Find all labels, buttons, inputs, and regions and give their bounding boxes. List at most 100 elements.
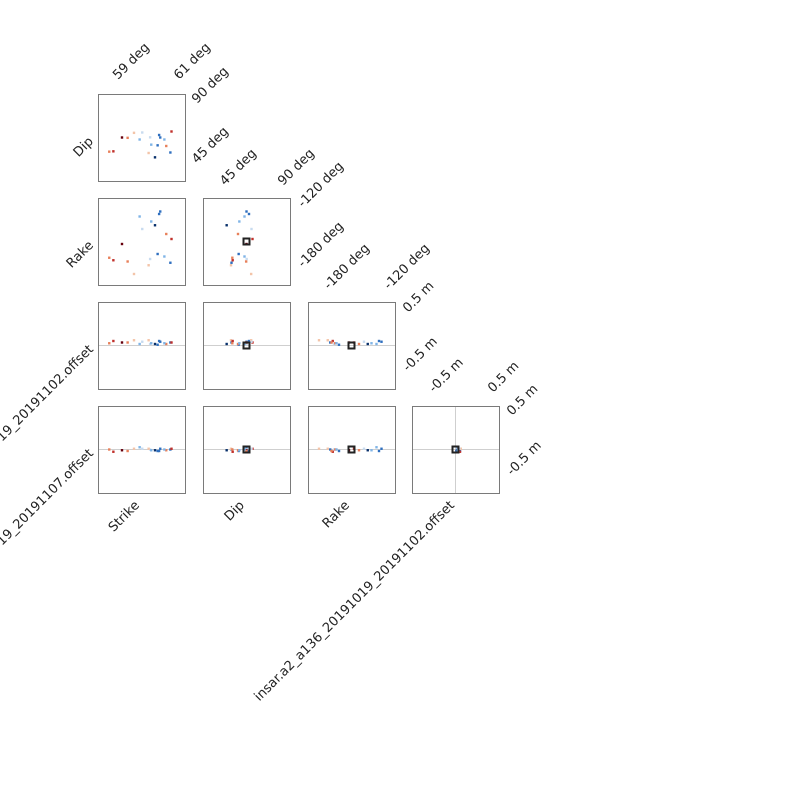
sample-point	[326, 339, 329, 342]
best-fit-marker	[451, 445, 460, 454]
panel-insar-a2-a136-20191019-20191107-offset-vs-strike	[98, 406, 186, 494]
sample-point	[231, 342, 234, 345]
sample-point	[331, 339, 334, 343]
sample-point	[169, 261, 172, 264]
sample-point	[150, 449, 153, 452]
panel-frame	[98, 94, 186, 182]
panel-frame	[98, 198, 186, 286]
sample-point	[229, 264, 233, 267]
sample-point	[148, 257, 152, 261]
offset-a-col-tick-max: 0.5 m	[485, 359, 522, 396]
best-fit-marker	[242, 341, 251, 350]
column-label-offset-a: insar.a2_a136_20191019_20191102.offset	[252, 498, 458, 704]
sample-point	[317, 447, 321, 450]
best-fit-marker	[347, 445, 356, 454]
sample-point	[112, 450, 115, 453]
sample-point	[157, 212, 161, 216]
sample-point	[243, 215, 246, 218]
panel-insar-a2-a136-20191019-20191107-offset-vs-insar-a2-a136-20191019-20191102-offset	[412, 406, 500, 494]
best-fit-marker	[242, 445, 251, 454]
rake-tick-min: -180 deg	[321, 241, 373, 293]
sample-point	[163, 342, 166, 345]
panel-insar-a2-a136-20191019-20191107-offset-vs-rake	[308, 406, 396, 494]
sample-point	[120, 242, 124, 246]
sample-point	[108, 342, 111, 345]
sample-point	[238, 342, 241, 345]
panel-frame	[203, 198, 291, 286]
best-fit-marker	[347, 341, 356, 350]
sample-point	[238, 449, 241, 452]
sample-point	[331, 450, 334, 453]
sample-point	[163, 448, 166, 451]
column-label-rake: Rake	[320, 498, 353, 531]
sample-point	[236, 342, 240, 346]
sample-point	[108, 448, 111, 451]
strike-tick-max: 61 deg	[171, 40, 214, 83]
sample-point	[150, 342, 153, 345]
sample-point	[377, 339, 381, 343]
sample-point	[159, 447, 162, 450]
panel-insar-a2-a136-20191019-20191102-offset-vs-strike	[98, 302, 186, 390]
sample-point	[126, 449, 129, 453]
sample-point	[126, 136, 129, 140]
sample-point	[317, 339, 321, 342]
sample-point	[247, 339, 251, 343]
sample-point	[159, 340, 162, 343]
sample-point	[163, 255, 166, 258]
sample-point	[329, 341, 332, 344]
sample-point	[112, 339, 115, 343]
sample-point	[335, 448, 338, 451]
sample-point	[231, 259, 234, 262]
dip-row-tick-min: 45 deg	[189, 124, 232, 167]
sample-point	[362, 447, 366, 450]
sample-point	[156, 449, 159, 453]
sample-point	[225, 224, 228, 227]
panel-insar-a2-a136-20191019-20191107-offset-vs-dip	[203, 406, 291, 494]
sample-point	[337, 343, 341, 346]
sample-point	[126, 260, 129, 263]
sample-point	[138, 446, 141, 449]
sample-point	[229, 447, 233, 450]
sample-point	[236, 449, 240, 452]
sample-point	[108, 150, 111, 153]
sample-point	[112, 150, 115, 153]
sample-point	[329, 448, 332, 451]
panel-grid	[98, 94, 500, 494]
sample-point	[380, 340, 383, 343]
offset-a-row-tick-min: -0.5 m	[400, 334, 440, 374]
sample-point	[229, 339, 233, 342]
strike-tick-min: 59 deg	[110, 40, 153, 83]
sample-point	[153, 342, 157, 346]
sample-point	[170, 447, 173, 450]
sample-point	[249, 272, 253, 276]
sample-point	[156, 252, 159, 256]
panel-insar-a2-a136-20191019-20191102-offset-vs-rake	[308, 302, 396, 390]
offset-b-row-tick-min: -0.5 m	[504, 438, 544, 478]
sample-point	[153, 449, 157, 452]
sample-point	[250, 227, 253, 231]
sample-point	[370, 342, 373, 345]
sample-point	[458, 450, 462, 453]
sample-point	[357, 449, 361, 452]
sample-point	[132, 447, 136, 450]
offset-a-row-tick-max: 0.5 m	[400, 279, 437, 316]
sample-point	[377, 449, 381, 453]
offset-a-col-tick-min: -0.5 m	[426, 355, 466, 395]
sample-point	[375, 446, 378, 449]
sample-point	[231, 256, 234, 259]
column-label-dip: Dip	[222, 498, 248, 524]
sample-point	[231, 448, 234, 451]
sample-point	[375, 342, 378, 346]
sample-point	[138, 342, 141, 346]
sample-point	[126, 341, 129, 344]
sample-point	[159, 136, 162, 139]
sample-point	[120, 341, 124, 344]
sample-point	[148, 136, 152, 139]
panel-dip-vs-strike	[98, 94, 186, 182]
sample-point	[150, 143, 153, 146]
panel-insar-a2-a136-20191019-20191102-offset-vs-dip	[203, 302, 291, 390]
sample-point	[335, 342, 338, 345]
sample-point	[244, 449, 248, 453]
sample-point	[245, 210, 248, 213]
offset-b-row-tick-max: 0.5 m	[504, 382, 541, 419]
